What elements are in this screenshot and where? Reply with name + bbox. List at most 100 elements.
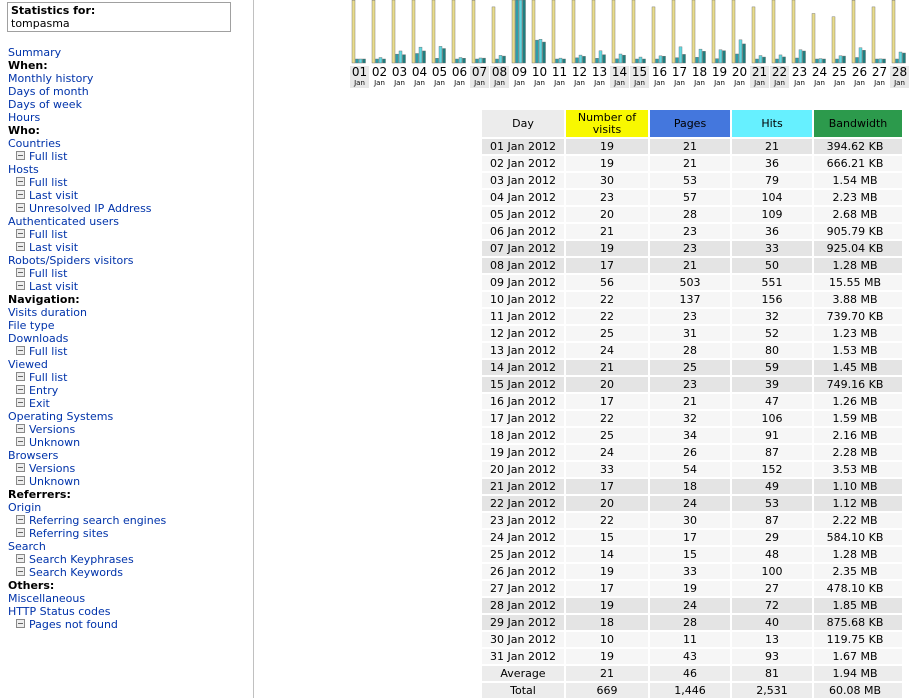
table-row: 11 Jan 2012 22 23 32 739.70 KB [482, 309, 902, 324]
nav-link[interactable]: Monthly history [8, 72, 94, 85]
nav-subitem: Full list [8, 228, 166, 241]
chart-day-label: 26 Jan [850, 66, 869, 88]
nav-sublink[interactable]: Unknown [29, 436, 81, 449]
cell-visits: 24 [566, 445, 648, 460]
bandwidth-bar [582, 56, 586, 64]
nav-sublink[interactable]: Full list [29, 371, 68, 384]
day-month: Jan [374, 79, 385, 87]
nav-subitem: Last visit [8, 189, 166, 202]
cell-day: 06 Jan 2012 [482, 224, 564, 239]
nav-sublink[interactable]: Unknown [29, 475, 81, 488]
nav-sublink[interactable]: Unresolved IP Address [29, 202, 152, 215]
nav-sublink[interactable]: Search Keywords [29, 566, 123, 579]
cell-hits: 32 [732, 309, 812, 324]
cell-hits: 2,531 [732, 683, 812, 698]
table-row: 05 Jan 2012 20 28 109 2.68 MB [482, 207, 902, 222]
cell-visits: 19 [566, 598, 648, 613]
nav-link[interactable]: Origin [8, 501, 42, 514]
nav-sublink[interactable]: Versions [29, 423, 76, 436]
cell-hits: 49 [732, 479, 812, 494]
nav-sublink[interactable]: Last visit [29, 189, 79, 202]
nav-sublink[interactable]: Last visit [29, 241, 79, 254]
nav-sublink[interactable]: Pages not found [29, 618, 118, 631]
nav-section-heading: Others: [8, 579, 166, 592]
nav-sublink[interactable]: Last visit [29, 280, 79, 293]
cell-hits: 29 [732, 530, 812, 545]
hits-bar [638, 56, 643, 64]
cell-hits: 36 [732, 156, 812, 171]
header-pages: Pages [650, 110, 730, 137]
day-number: 17 [671, 65, 688, 79]
cell-pages: 17 [650, 530, 730, 545]
nav-link[interactable]: Days of week [8, 98, 82, 111]
cell-pages: 30 [650, 513, 730, 528]
day-number: 02 [371, 65, 388, 79]
cell-hits: 93 [732, 649, 812, 664]
nav-link[interactable]: Visits duration [8, 306, 87, 319]
visits-bar [491, 6, 496, 64]
nav-sublink[interactable]: Full list [29, 228, 68, 241]
nav-sublink[interactable]: Full list [29, 176, 68, 189]
cell-visits: 19 [566, 649, 648, 664]
day-month: Jan [654, 79, 665, 87]
nav-item: Search [8, 540, 166, 553]
cell-visits: 19 [566, 564, 648, 579]
cell-bandwidth: 2.28 MB [814, 445, 902, 460]
cell-bandwidth: 1.59 MB [814, 411, 902, 426]
cell-hits: 72 [732, 598, 812, 613]
nav-link[interactable]: Miscellaneous [8, 592, 86, 605]
chart-day-label: 11 Jan [550, 66, 569, 88]
nav-link[interactable]: Operating Systems [8, 410, 114, 423]
header-day: Day [482, 110, 564, 137]
nav-link[interactable]: Downloads [8, 332, 69, 345]
nav-link[interactable]: HTTP Status codes [8, 605, 111, 618]
bandwidth-bar [882, 58, 886, 64]
nav-sublink[interactable]: Referring sites [29, 527, 109, 540]
nav-sublink[interactable]: Full list [29, 150, 68, 163]
nav-sublink[interactable]: Referring search engines [29, 514, 167, 527]
table-row: 03 Jan 2012 30 53 79 1.54 MB [482, 173, 902, 188]
nav-link[interactable]: File type [8, 319, 55, 332]
nav-link[interactable]: Countries [8, 137, 61, 150]
cell-day: 22 Jan 2012 [482, 496, 564, 511]
hits-bar [458, 57, 463, 64]
chart-day-label: 16 Jan [650, 66, 669, 88]
nav-item: Operating Systems [8, 410, 166, 423]
day-number: 25 [831, 65, 848, 79]
hits-bar [378, 57, 383, 64]
nav-subitem: Search Keywords [8, 566, 166, 579]
day-number: 13 [591, 65, 608, 79]
list-bullet-icon [16, 437, 25, 446]
nav-link[interactable]: Hours [8, 111, 41, 124]
nav-sublink[interactable]: Full list [29, 345, 68, 358]
statistics-header-box: Statistics for: tompasma [7, 2, 231, 32]
nav-link[interactable]: Viewed [8, 358, 48, 371]
nav-sublink[interactable]: Search Keyphrases [29, 553, 134, 566]
day-month: Jan [754, 79, 765, 87]
cell-bandwidth: 1.45 MB [814, 360, 902, 375]
chart-day-label: 20 Jan [730, 66, 749, 88]
day-number: 03 [391, 65, 408, 79]
cell-bandwidth: 1.54 MB [814, 173, 902, 188]
nav-link[interactable]: Search [8, 540, 46, 553]
table-row: 24 Jan 2012 15 17 29 584.10 KB [482, 530, 902, 545]
chart-day-label: 18 Jan [690, 66, 709, 88]
nav-sublink[interactable]: Exit [29, 397, 50, 410]
nav-link[interactable]: Days of month [8, 85, 89, 98]
pages-bar [415, 53, 419, 64]
cell-day: 25 Jan 2012 [482, 547, 564, 562]
nav-link[interactable]: Authenticated users [8, 215, 119, 228]
nav-sublink[interactable]: Full list [29, 267, 68, 280]
nav-link[interactable]: Robots/Spiders visitors [8, 254, 134, 267]
nav-link[interactable]: Summary [8, 46, 62, 59]
nav-link[interactable]: Hosts [8, 163, 39, 176]
nav-sublink[interactable]: Versions [29, 462, 76, 475]
hits-bar [838, 55, 843, 64]
nav-sublink[interactable]: Entry [29, 384, 59, 397]
cell-bandwidth: 3.88 MB [814, 292, 902, 307]
statistics-label: Statistics for: [11, 4, 96, 17]
cell-bandwidth: 666.21 KB [814, 156, 902, 171]
nav-link[interactable]: Browsers [8, 449, 59, 462]
hits-bar [758, 55, 763, 64]
pages-bar [695, 57, 699, 64]
